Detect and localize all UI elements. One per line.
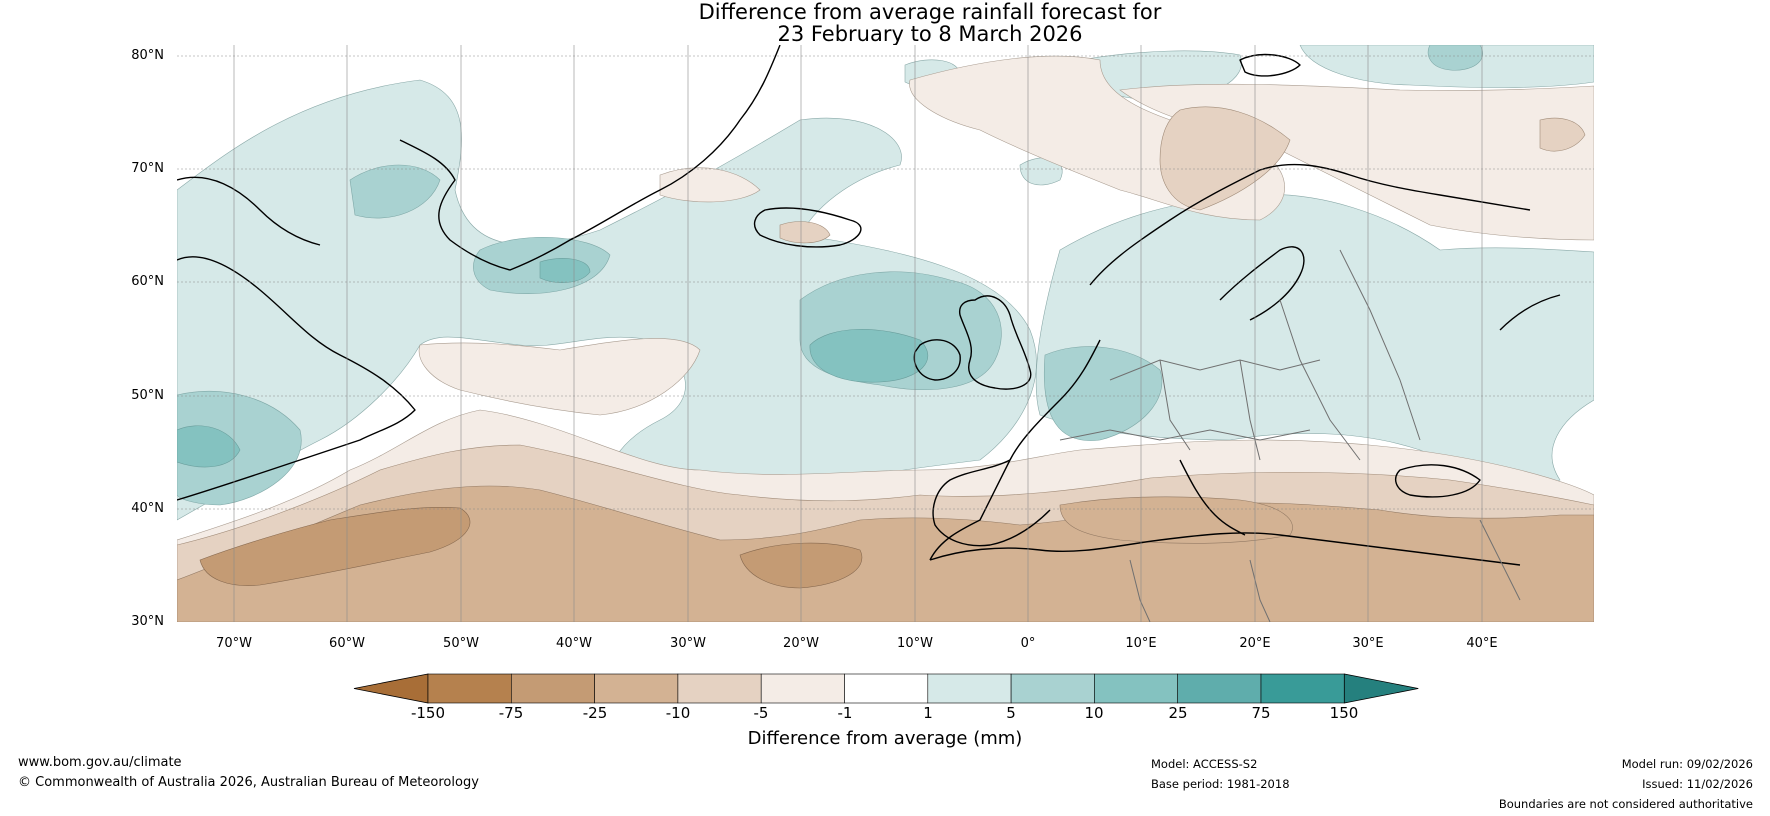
lon-label-40e: 40°E (1466, 636, 1498, 651)
footer-copyright: © Commonwealth of Australia 2026, Austra… (18, 775, 479, 790)
colorbar-tick-label: -10 (665, 704, 691, 722)
coast-norway (1089, 163, 1531, 286)
lat-label-70n: 70°N (131, 161, 164, 176)
lat-label-30n: 30°N (131, 614, 164, 629)
border-4 (1279, 299, 1361, 461)
coast-svalbard (1239, 53, 1301, 77)
meridians (233, 45, 1483, 622)
wet-region-norwegian-sea (1019, 157, 1063, 186)
lat-label-80n: 80°N (131, 48, 164, 63)
footer-model: Model: ACCESS-S2 (1151, 757, 1258, 771)
dry-region-iceland (659, 167, 761, 203)
colorbar-segment (927, 673, 1012, 704)
colorbar-segment (1177, 673, 1262, 704)
colorbar-tick-label: 1 (923, 704, 933, 722)
wet-peak-west-uk (809, 329, 929, 383)
lon-label-10e: 10°E (1125, 636, 1157, 651)
lon-label-30w: 30°W (670, 636, 706, 651)
lon-label-20w: 20°W (783, 636, 819, 651)
coast-black-sea (1394, 464, 1481, 498)
colorbar-arrow-low (353, 673, 429, 704)
footer-base-period: Base period: 1981-2018 (1151, 777, 1290, 791)
dry-band-iceland (779, 221, 831, 244)
coast-iberia (932, 459, 1051, 547)
coast-labrador (177, 256, 416, 501)
border-5 (1339, 249, 1421, 441)
colorbar-segment (1260, 673, 1345, 704)
colorbar-tick-label: 10 (1084, 704, 1104, 722)
colorbar-segment (594, 673, 679, 704)
colorbar-tick-label: -25 (582, 704, 608, 722)
border-9 (1479, 519, 1521, 601)
coast-italy (1179, 459, 1246, 536)
wet-core-barents (1427, 45, 1483, 71)
coast-ireland (913, 339, 961, 381)
colorbar-segment (510, 673, 595, 704)
dry-band-barents (1539, 117, 1586, 152)
lon-label-60w: 60°W (329, 636, 365, 651)
colorbar-segment (844, 673, 929, 704)
wet-core-france (1043, 346, 1163, 441)
footer-model-run: Model run: 09/02/2026 (1621, 757, 1753, 771)
lon-label-30e: 30°E (1352, 636, 1384, 651)
map-panel (177, 45, 1594, 622)
graticule (177, 55, 1594, 510)
lon-label-20e: 20°E (1239, 636, 1271, 651)
border-8 (1249, 559, 1271, 622)
lon-label-50w: 50°W (443, 636, 479, 651)
colorbar-segment (760, 673, 845, 704)
map-title-line1: Difference from average rainfall forecas… (698, 0, 1162, 24)
footer-issued: Issued: 11/02/2026 (1642, 777, 1753, 791)
border-6 (1059, 429, 1311, 441)
coastlines (177, 45, 1561, 566)
dry-core-mediterranean (1059, 496, 1293, 544)
colorbar (353, 673, 1419, 704)
lat-label-50n: 50°N (131, 388, 164, 403)
coast-iceland (753, 207, 862, 248)
country-boundaries (1059, 249, 1521, 622)
coast-mediterranean (929, 532, 1521, 566)
colorbar-segment (1094, 673, 1179, 704)
lon-label-10w: 10°W (897, 636, 933, 651)
lat-label-60n: 60°N (131, 274, 164, 289)
wet-core-baffin (349, 164, 441, 219)
coast-baltic (1219, 246, 1305, 321)
colorbar-tick-label: 25 (1168, 704, 1188, 722)
colorbar-tick-label: 150 (1329, 704, 1359, 722)
colorbar-label: Difference from average (mm) (747, 728, 1023, 749)
colorbar-tick-label: -5 (753, 704, 769, 722)
border-7 (1129, 559, 1151, 622)
wet-peak-greenland (539, 258, 591, 283)
lon-label-0: 0° (1020, 636, 1036, 651)
colorbar-segment (1010, 673, 1095, 704)
colorbar-arrow-high (1343, 673, 1419, 704)
map-title-line2: 23 February to 8 March 2026 (777, 22, 1083, 46)
coast-great-britain (958, 295, 1032, 390)
lon-label-70w: 70°W (216, 636, 252, 651)
border-3 (1239, 359, 1261, 461)
wet-peak-labrador (177, 425, 241, 468)
coast-novaya-zemlya (1499, 294, 1561, 331)
colorbar-segment (427, 673, 512, 704)
colorbar-tick-label: -1 (837, 704, 853, 722)
border-2 (1159, 359, 1191, 451)
colorbar-tick-label: 5 (1006, 704, 1016, 722)
colorbar-tick-label: -75 (498, 704, 524, 722)
footer-website: www.bom.gov.au/climate (18, 755, 182, 770)
lon-label-40w: 40°W (556, 636, 592, 651)
colorbar-tick-label: -150 (410, 704, 446, 722)
lat-label-40n: 40°N (131, 501, 164, 516)
colorbar-tick-label: 75 (1251, 704, 1271, 722)
dry-peak-atlantic (199, 506, 471, 586)
border-1 (1109, 359, 1321, 381)
strong-wet-regions (177, 258, 929, 468)
strong-dry-regions (177, 485, 1594, 622)
coast-greenland (399, 45, 781, 271)
dry-band-scandinavia (1159, 106, 1291, 211)
footer-disclaimer: Boundaries are not considered authoritat… (1498, 797, 1753, 811)
coast-baffin (177, 176, 321, 246)
colorbar-segment (677, 673, 762, 704)
